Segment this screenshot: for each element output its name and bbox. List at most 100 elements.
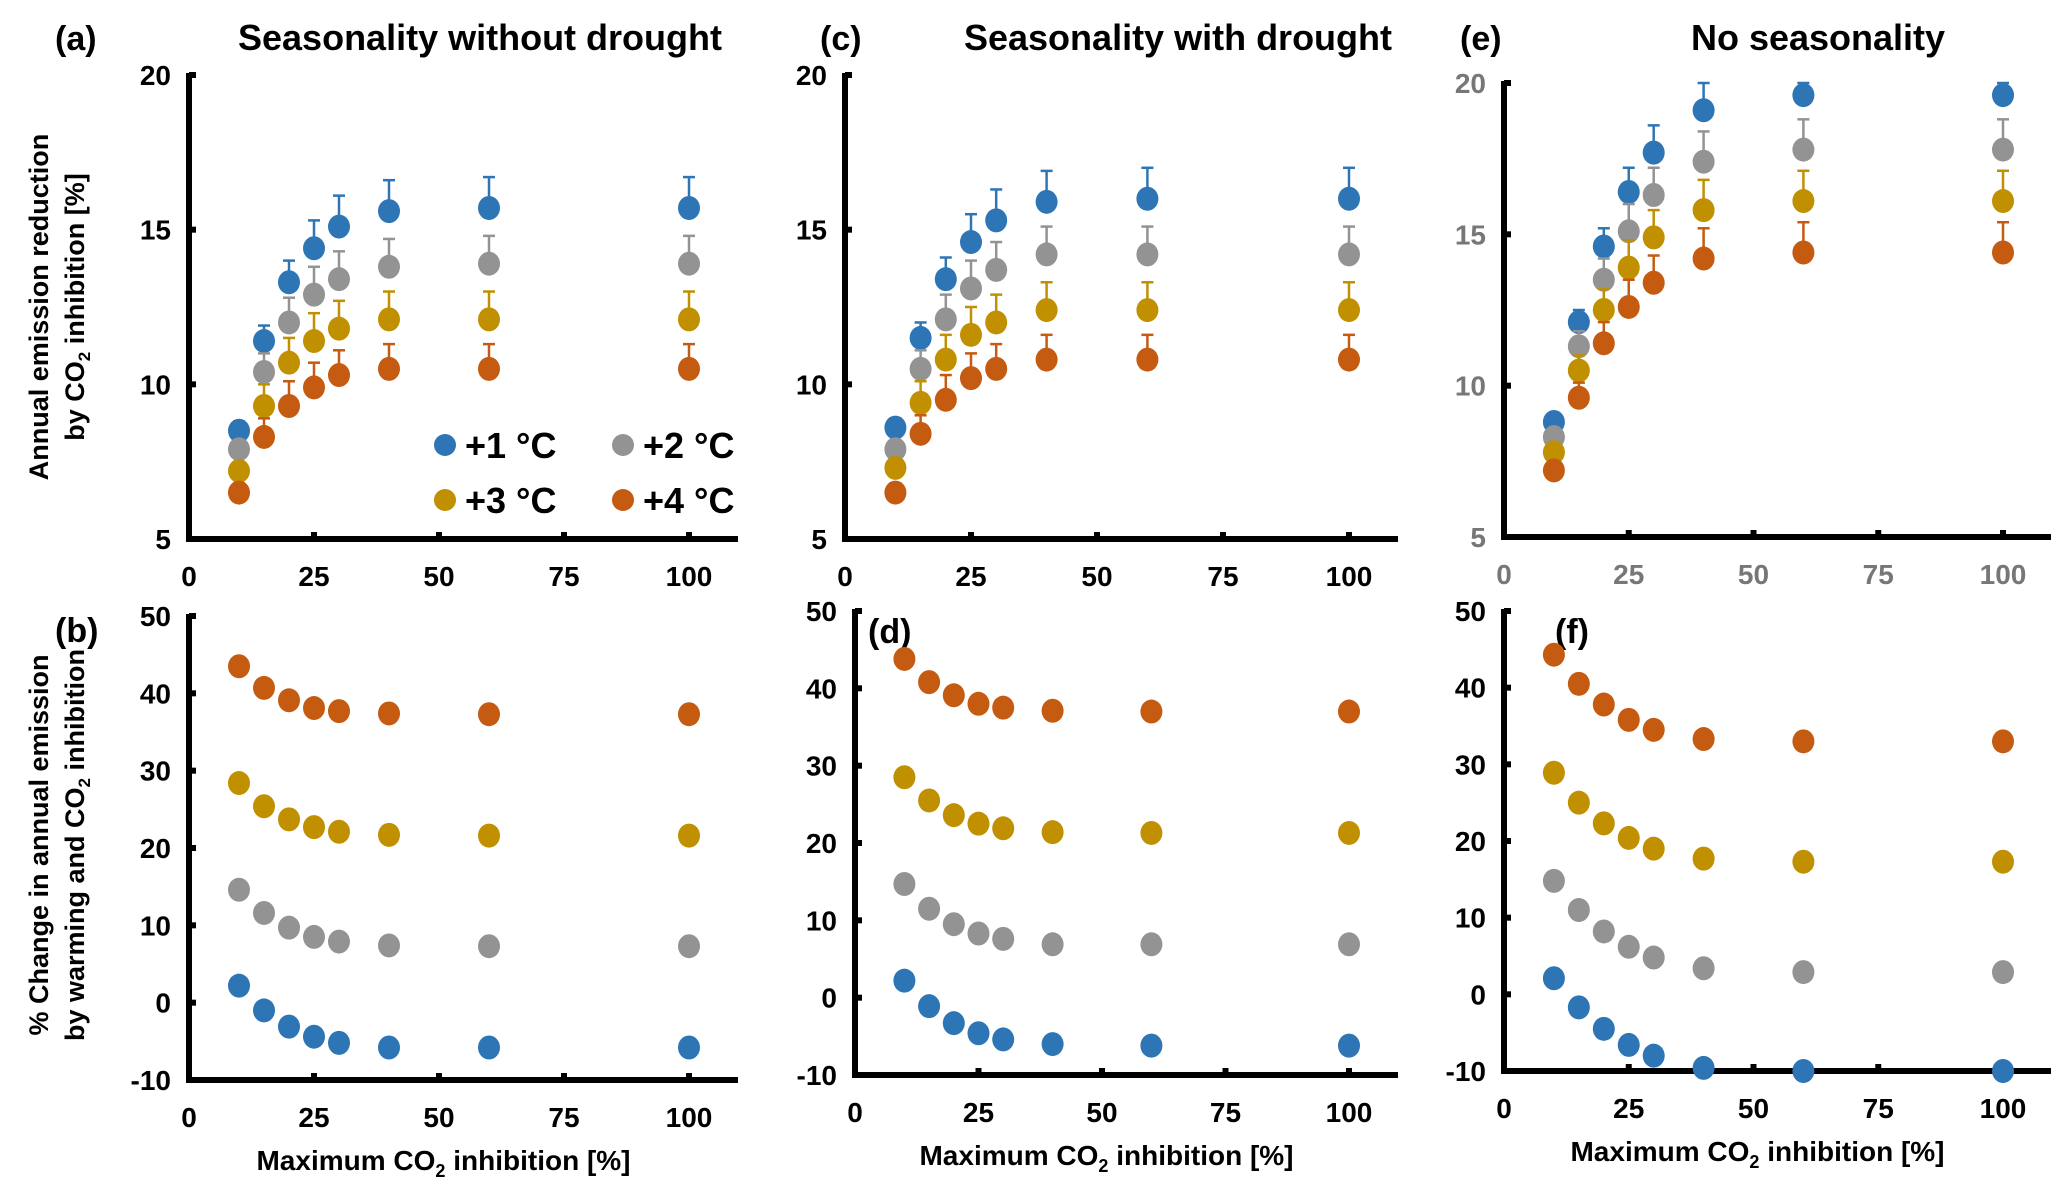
- data-point: [1136, 298, 1159, 323]
- series-3CC: [893, 765, 1360, 845]
- data-point: [278, 915, 300, 940]
- y-tick-label: 20: [1455, 826, 1486, 857]
- data-point: [228, 973, 250, 998]
- data-point: [1992, 83, 2014, 108]
- data-point: [303, 696, 325, 721]
- panel-label: (d): [868, 613, 911, 651]
- data-point: [278, 350, 300, 375]
- data-point: [228, 771, 250, 796]
- y-tick-label: 15: [1455, 219, 1486, 250]
- data-point: [1617, 255, 1640, 280]
- data-point: [942, 683, 965, 708]
- data-point: [253, 794, 275, 819]
- series-2CC: [228, 877, 700, 959]
- data-point: [1992, 849, 2014, 874]
- x-tick-label: 75: [1863, 1093, 1894, 1124]
- data-point: [303, 924, 325, 949]
- data-point: [328, 363, 350, 388]
- series-2CC: [1542, 868, 2014, 985]
- data-point: [1567, 358, 1590, 383]
- data-point: [918, 994, 941, 1019]
- data-point: [1592, 811, 1615, 836]
- series-3CC: [1542, 169, 2014, 465]
- data-point: [934, 307, 957, 332]
- y-tick-label: 20: [140, 60, 171, 91]
- data-point: [918, 670, 941, 695]
- data-point: [278, 807, 300, 832]
- y-tick-label: 10: [140, 910, 171, 941]
- bottom-ylabel-line1: % Change in annual emission: [24, 654, 54, 1035]
- data-point: [303, 329, 325, 354]
- y-tick-label: 5: [1470, 522, 1486, 553]
- data-point: [942, 912, 965, 937]
- y-tick-label: 40: [806, 673, 837, 704]
- x-tick-label: 100: [1326, 1097, 1373, 1128]
- data-point: [1642, 140, 1665, 165]
- data-point: [1692, 727, 1715, 752]
- data-point: [942, 1011, 965, 1036]
- y-tick-label: 40: [1455, 673, 1486, 704]
- data-point: [678, 934, 700, 959]
- data-point: [278, 393, 300, 418]
- y-tick-label: 50: [806, 596, 837, 627]
- series-1CC: [1542, 966, 2014, 1083]
- data-point: [967, 921, 990, 946]
- data-point: [1041, 698, 1064, 723]
- legend-item: +4 °C: [612, 480, 734, 521]
- data-point: [253, 329, 275, 354]
- x-tick-label: 100: [1980, 559, 2027, 590]
- data-point: [303, 375, 325, 400]
- panel-a: (a) Seasonality without drought 5 10 15 20 0 25…: [55, 17, 738, 592]
- data-point: [1642, 270, 1665, 295]
- data-point: [478, 1035, 500, 1060]
- data-point: [303, 1024, 325, 1049]
- data-point: [1642, 945, 1665, 970]
- data-point: [1338, 242, 1360, 267]
- data-point: [1567, 385, 1590, 410]
- data-point: [1692, 1055, 1715, 1080]
- data-point: [1338, 347, 1360, 372]
- y-tick-label: -10: [797, 1060, 837, 1091]
- data-point: [328, 819, 350, 844]
- data-point: [1592, 1016, 1615, 1041]
- data-point: [985, 356, 1008, 381]
- series-2CC: [893, 871, 1360, 957]
- data-point: [1792, 83, 1815, 108]
- data-point: [1136, 347, 1159, 372]
- legend: +1 °C +2 °C +3 °C +4 °C: [434, 425, 734, 521]
- x-axis-label: Maximum CO2 inhibition [%]: [256, 1145, 630, 1181]
- data-point: [1617, 934, 1640, 959]
- data-point: [1792, 137, 1815, 162]
- data-point: [1992, 1059, 2014, 1083]
- series-3CC: [1542, 760, 2014, 874]
- y-tick-label: 10: [796, 369, 827, 400]
- bottom-ylabel-line2: by warming and CO2 inhibition: [60, 649, 94, 1041]
- top-ylabel-line1: Annual emission reduction: [24, 134, 54, 481]
- panel-title: No seasonality: [1691, 17, 1945, 58]
- x-tick-label: 75: [1863, 559, 1894, 590]
- x-tick-label: 50: [1738, 1093, 1769, 1124]
- legend-label: +4 °C: [643, 480, 734, 521]
- y-tick-label: 50: [140, 601, 171, 632]
- panel-f: (f) -10 0 10 20 30 40 50 0 25 50 75 100 Maximum CO2 i…: [1446, 596, 2051, 1172]
- data-point: [228, 458, 250, 483]
- x-tick-label: 50: [423, 1102, 454, 1133]
- data-point: [1792, 849, 1815, 874]
- data-point: [1041, 820, 1064, 845]
- data-point: [992, 926, 1015, 951]
- data-point: [1542, 458, 1565, 483]
- data-point: [934, 267, 957, 292]
- data-point: [942, 803, 965, 828]
- y-tick-label: 20: [140, 833, 171, 864]
- data-point: [378, 822, 400, 847]
- data-point: [960, 230, 982, 255]
- data-point: [253, 998, 275, 1023]
- top-ylabel-line2: by CO2 inhibition [%]: [60, 173, 94, 440]
- data-point: [992, 695, 1015, 720]
- data-point: [1692, 846, 1715, 871]
- data-point: [1692, 98, 1715, 123]
- data-point: [1792, 240, 1815, 265]
- y-tick-label: 10: [806, 905, 837, 936]
- panel-d: (d) -10 0 10 20 30 40 50 0 25 50 75 100 Maximum CO2 i…: [797, 596, 1398, 1176]
- data-point: [678, 823, 700, 848]
